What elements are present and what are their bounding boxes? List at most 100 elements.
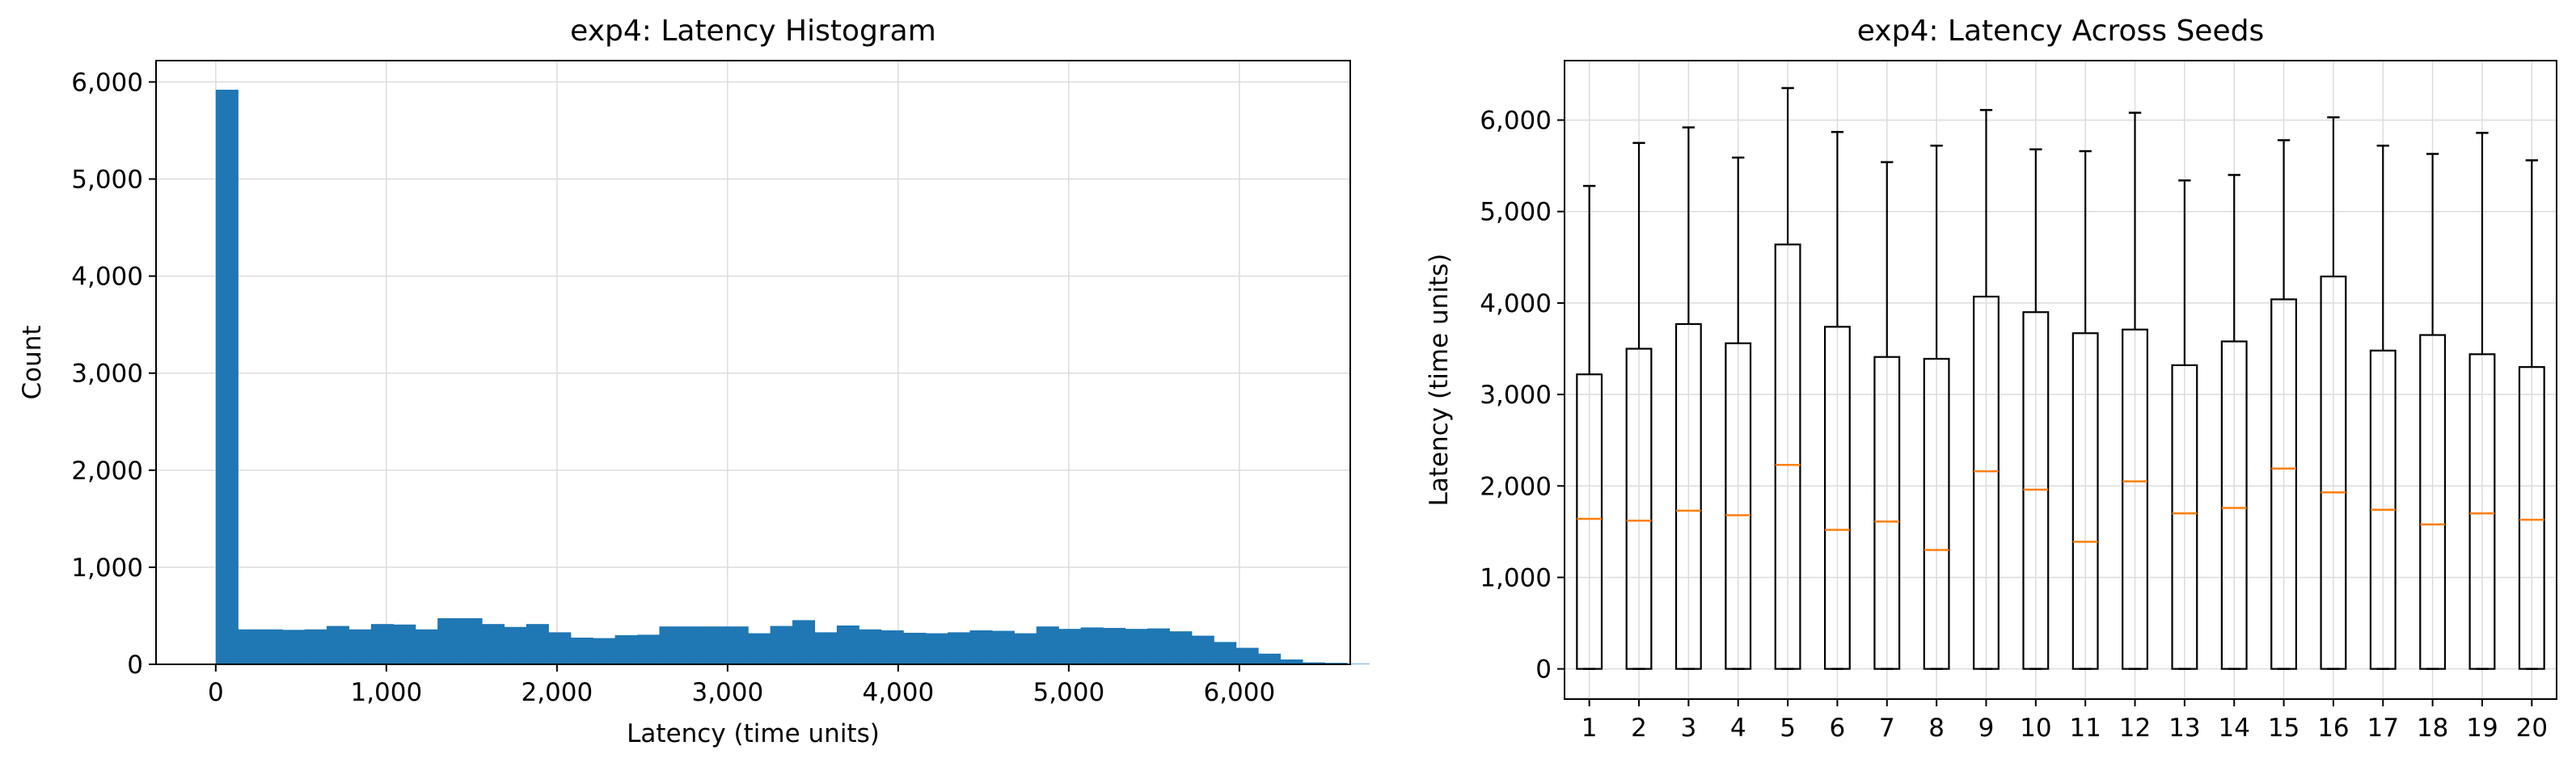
- boxplot-x-tick-label: 15: [2268, 714, 2299, 743]
- histogram-bar: [637, 634, 661, 664]
- boxplot-iqr-box: [1823, 326, 1851, 670]
- histogram-plot-frame: [155, 60, 1351, 665]
- histogram-x-ticks: 0 1,000 2,000 3,000 4,000 5,000 6,000: [208, 664, 1275, 707]
- histogram-grid: [156, 61, 1350, 665]
- boxplot-x-tick-label: 8: [1928, 714, 1945, 743]
- histogram-bar: [725, 626, 749, 664]
- boxplot-box-18: [2419, 153, 2447, 670]
- histogram-bar: [1280, 659, 1303, 664]
- boxplot-y-ticks: 0 1,000 2,000 3,000 4,000 5,000 6,000: [1480, 107, 1565, 685]
- histogram-bar: [1214, 642, 1237, 664]
- histogram-x-tick-label: 5,000: [1033, 678, 1104, 707]
- boxplot-iqr-box: [2419, 334, 2447, 670]
- boxplot-box-3: [1674, 126, 1702, 670]
- histogram-bar: [836, 625, 859, 664]
- boxplot-box-6: [1823, 131, 1851, 670]
- boxplot-y-tick-label: 3,000: [1480, 381, 1552, 410]
- histogram-bar: [238, 629, 261, 664]
- boxplot-x-tick-label: 6: [1830, 714, 1846, 743]
- boxplot-y-tick-label: 0: [1535, 655, 1552, 685]
- boxplot-iqr-box: [1725, 342, 1752, 670]
- histogram-x-tick-label: 6,000: [1203, 678, 1275, 707]
- histogram-bar: [482, 624, 505, 664]
- histogram-bar: [948, 632, 971, 664]
- boxplot-iqr-box: [1625, 348, 1653, 670]
- boxplot-x-tick-label: 5: [1780, 714, 1796, 743]
- boxplot-box-16: [2320, 116, 2347, 670]
- histogram-y-tick-label: 6,000: [71, 68, 143, 97]
- histogram-x-tick-label: 4,000: [862, 678, 934, 707]
- boxplot-box-4: [1725, 156, 1752, 670]
- histogram-bar: [1058, 629, 1082, 664]
- boxplot-title: exp4: Latency Across Seeds: [1857, 15, 2264, 48]
- histogram-x-tick-label: 0: [208, 678, 224, 707]
- boxplot-x-tick-label: 4: [1730, 714, 1746, 743]
- boxplot-iqr-box: [2220, 340, 2248, 670]
- boxplot-x-tick-label: 7: [1879, 714, 1895, 743]
- histogram-bar: [969, 630, 993, 664]
- histogram-bar: [459, 617, 483, 664]
- boxplot-iqr-box: [2518, 366, 2545, 670]
- boxplot-box-9: [1973, 108, 2000, 670]
- histogram-panel: 0 1,000 2,000 3,000 4,000 5,000 6,000 0 1,000 2,…: [18, 15, 1370, 748]
- histogram-bar: [659, 626, 682, 664]
- boxplot-box-11: [2071, 150, 2099, 670]
- boxplot-x-ticks: 1 2 3 4 5 6 7 8 9 10 11 12 13 14 15 16 17 18 19 20: [1581, 699, 2548, 743]
- boxplot-x-tick-label: 2: [1631, 714, 1647, 743]
- histogram-bar: [614, 634, 638, 664]
- boxplot-box-2: [1625, 141, 1653, 670]
- histogram-bar: [792, 620, 816, 664]
- boxplot-box-13: [2171, 179, 2198, 670]
- histogram-y-tick-label: 0: [127, 651, 143, 680]
- histogram-bar: [703, 626, 727, 664]
- boxplot-iqr-box: [2270, 298, 2298, 670]
- histogram-bar: [370, 624, 394, 664]
- boxplot-x-tick-label: 9: [1978, 714, 1995, 743]
- boxplot-iqr-box: [2468, 353, 2496, 670]
- histogram-y-tick-label: 3,000: [71, 360, 143, 389]
- histogram-bar: [260, 629, 283, 664]
- boxplot-x-tick-label: 1: [1581, 714, 1598, 743]
- histogram-bar: [1235, 647, 1259, 664]
- boxplot-x-tick-label: 14: [2218, 714, 2249, 743]
- histogram-bar: [814, 632, 838, 664]
- boxplot-x-tick-label: 18: [2417, 714, 2448, 743]
- boxplot-x-tick-label: 20: [2516, 714, 2548, 743]
- boxplot-iqr-box: [1774, 243, 1801, 670]
- histogram-bar: [1169, 631, 1193, 664]
- histogram-bar: [1103, 627, 1126, 664]
- histogram-bar: [504, 626, 527, 664]
- histogram-y-axis-label: Count: [18, 325, 47, 399]
- boxplot-x-tick-label: 17: [2367, 714, 2399, 743]
- histogram-y-tick-label: 1,000: [71, 554, 143, 583]
- histogram-bar: [880, 630, 904, 664]
- boxplot-y-tick-label: 6,000: [1480, 107, 1552, 136]
- boxplot-iqr-box: [2122, 328, 2148, 670]
- boxplot-box-1: [1576, 184, 1603, 670]
- boxplot-boxes: [1576, 86, 2545, 670]
- boxplot-iqr-box: [1674, 322, 1702, 670]
- histogram-bar: [1191, 635, 1214, 664]
- histogram-bar: [348, 629, 372, 664]
- boxplot-box-7: [1873, 161, 1901, 670]
- boxplot-iqr-box: [2071, 332, 2099, 670]
- histogram-title: exp4: Latency Histogram: [570, 15, 936, 48]
- histogram-bar: [1014, 633, 1037, 664]
- histogram-bar: [1258, 653, 1282, 664]
- histogram-bars: [215, 90, 1370, 665]
- boxplot-x-tick-label: 13: [2168, 714, 2200, 743]
- histogram-bar: [570, 637, 593, 664]
- histogram-bar: [304, 629, 327, 664]
- histogram-bar: [1147, 628, 1170, 664]
- boxplot-box-15: [2270, 139, 2298, 670]
- histogram-bar: [770, 626, 793, 664]
- histogram-bar: [215, 90, 239, 665]
- boxplot-box-5: [1774, 86, 1801, 670]
- boxplot-x-tick-label: 19: [2466, 714, 2498, 743]
- histogram-bar: [437, 617, 461, 664]
- boxplot-y-tick-label: 4,000: [1480, 289, 1552, 318]
- histogram-x-tick-label: 1,000: [350, 678, 422, 707]
- boxplot-iqr-box: [2320, 276, 2347, 670]
- boxplot-plot-frame: [1564, 60, 2557, 700]
